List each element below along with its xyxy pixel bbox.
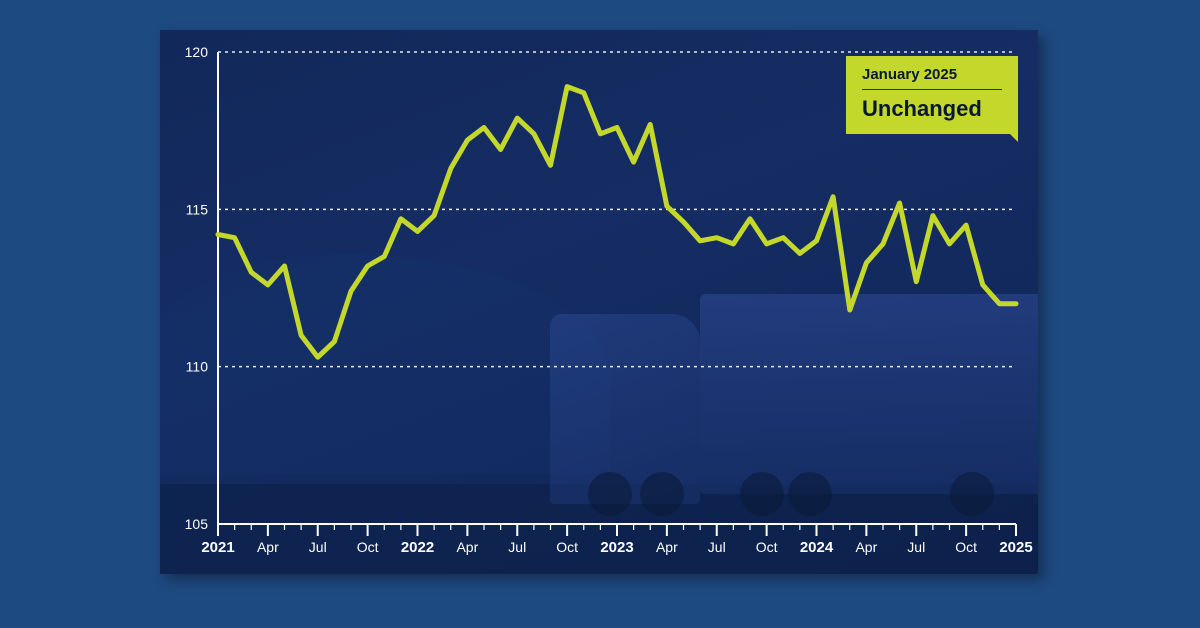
svg-text:2022: 2022 — [401, 539, 434, 556]
svg-text:2023: 2023 — [600, 539, 633, 556]
svg-text:Apr: Apr — [855, 539, 877, 555]
svg-text:Jul: Jul — [309, 539, 327, 555]
svg-text:115: 115 — [186, 201, 209, 217]
svg-text:Oct: Oct — [756, 539, 778, 555]
svg-text:Oct: Oct — [556, 539, 578, 555]
svg-text:Apr: Apr — [257, 539, 279, 555]
svg-text:Apr: Apr — [656, 539, 678, 555]
svg-text:Oct: Oct — [955, 539, 977, 555]
svg-text:120: 120 — [185, 44, 209, 60]
chart-frame: 105 110 115 120 2021 Apr Jul Oct 2022 Apr Jul Oct 20… — [160, 30, 1038, 574]
chart-callout-badge: January 2025 Unchanged — [846, 56, 1018, 134]
callout-divider — [862, 89, 1002, 90]
svg-text:2025: 2025 — [999, 539, 1032, 556]
svg-text:Oct: Oct — [357, 539, 379, 555]
svg-text:Jul: Jul — [708, 539, 726, 555]
callout-title: January 2025 — [862, 66, 1002, 89]
callout-tail-icon — [1002, 126, 1018, 142]
svg-text:Apr: Apr — [456, 539, 478, 555]
svg-text:2021: 2021 — [201, 539, 234, 556]
svg-text:2024: 2024 — [800, 539, 834, 556]
svg-text:110: 110 — [186, 359, 209, 375]
svg-text:Jul: Jul — [508, 539, 526, 555]
svg-text:105: 105 — [185, 516, 209, 532]
callout-value: Unchanged — [862, 96, 1002, 122]
svg-text:Jul: Jul — [907, 539, 925, 555]
